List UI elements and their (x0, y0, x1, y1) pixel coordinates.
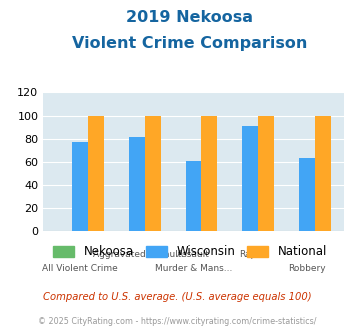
Text: © 2025 CityRating.com - https://www.cityrating.com/crime-statistics/: © 2025 CityRating.com - https://www.city… (38, 317, 317, 326)
Text: Violent Crime Comparison: Violent Crime Comparison (72, 36, 308, 51)
Bar (242, 126, 258, 231)
Legend: Nekoosa, Wisconsin, National: Nekoosa, Wisconsin, National (48, 241, 332, 263)
Bar (201, 115, 217, 231)
Bar (315, 115, 331, 231)
Text: Aggravated Assault: Aggravated Assault (93, 250, 181, 259)
Bar (258, 115, 274, 231)
Text: All Violent Crime: All Violent Crime (42, 264, 118, 273)
Bar (145, 115, 160, 231)
Text: Compared to U.S. average. (U.S. average equals 100): Compared to U.S. average. (U.S. average … (43, 292, 312, 302)
Bar (129, 137, 145, 231)
Text: Assault: Assault (177, 250, 210, 259)
Bar (88, 115, 104, 231)
Text: Rape: Rape (239, 250, 262, 259)
Bar (299, 158, 315, 231)
Bar (186, 161, 201, 231)
Bar (72, 142, 88, 231)
Text: Murder & Mans...: Murder & Mans... (155, 264, 232, 273)
Text: 2019 Nekoosa: 2019 Nekoosa (126, 10, 253, 25)
Text: Robbery: Robbery (288, 264, 326, 273)
